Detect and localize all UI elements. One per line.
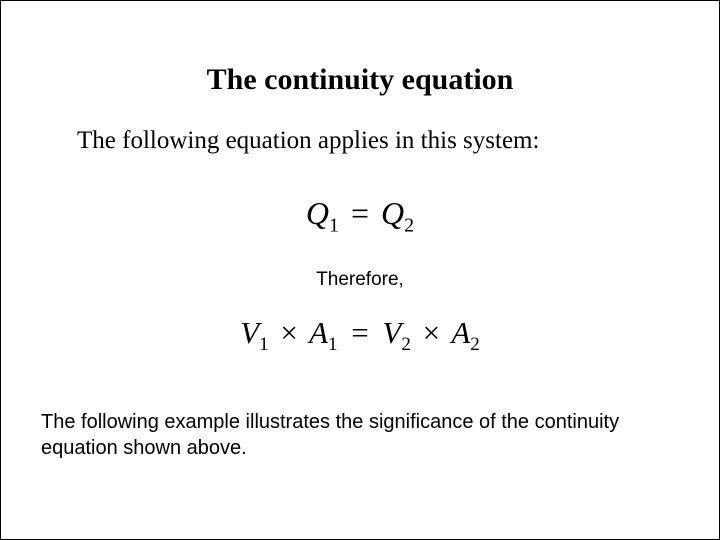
equation-v1a1-eq-v2a2: V1 × A1 = V2 × A2 — [1, 315, 719, 356]
eq2-v1-sub: 1 — [259, 335, 269, 356]
eq2-v1-var: V — [240, 315, 259, 350]
eq2-a1-sub: 1 — [328, 335, 338, 356]
eq1-rhs-var: Q — [381, 195, 404, 231]
eq2-v2-var: V — [382, 315, 401, 350]
eq2-a1-var: A — [309, 315, 328, 350]
eq1-rhs-sub: 2 — [404, 214, 414, 236]
eq2-a2-var: A — [451, 315, 470, 350]
page-title: The continuity equation — [1, 63, 719, 97]
equation-q1-eq-q2: Q1 = Q2 — [1, 195, 719, 237]
eq1-equals: = — [351, 195, 369, 231]
eq2-equals: = — [351, 315, 368, 350]
eq2-times1: × — [280, 315, 297, 350]
eq2-v2-sub: 2 — [401, 335, 411, 356]
eq2-a2-sub: 2 — [470, 335, 480, 356]
eq1-lhs-sub: 1 — [329, 214, 339, 236]
eq1-lhs-var: Q — [306, 195, 329, 231]
eq2-times2: × — [423, 315, 440, 350]
intro-text: The following equation applies in this s… — [77, 127, 719, 155]
closing-text: The following example illustrates the si… — [41, 409, 679, 461]
therefore-text: Therefore, — [1, 269, 719, 291]
